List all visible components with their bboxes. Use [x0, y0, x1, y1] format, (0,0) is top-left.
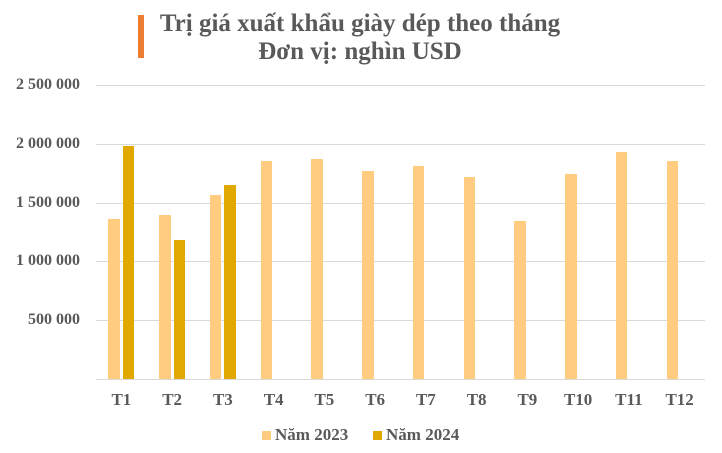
gridline	[96, 85, 705, 86]
x-axis-label-t5: T5	[314, 390, 335, 409]
gridline	[96, 261, 705, 262]
bar-t3-2024	[224, 185, 236, 379]
legend-swatch-icon	[262, 430, 271, 440]
bar-t5-2023	[311, 158, 323, 379]
y-axis-tick-label: 500 000	[28, 311, 80, 328]
gridline	[96, 144, 705, 145]
bar-t11-2023	[615, 151, 628, 379]
x-axis-label-t9: T9	[517, 390, 538, 409]
bar-t3-2023	[209, 194, 222, 379]
bar-t2-2024	[173, 240, 186, 379]
bar-t4-2023	[260, 160, 273, 379]
x-axis-label-t11: T11	[615, 390, 643, 409]
gridline	[96, 320, 705, 321]
title-line-2: Đơn vị: nghìn USD	[258, 38, 462, 65]
y-axis-tick-label: 2 000 000	[16, 135, 80, 152]
bar-t1-2023	[108, 218, 120, 379]
x-axis-label-t4: T4	[263, 390, 284, 409]
y-axis-tick-label: 2 500 000	[16, 76, 80, 93]
y-axis-tick-label: 1 500 000	[16, 194, 80, 211]
bar-t2-2023	[159, 214, 171, 379]
chart-title: Trị giá xuất khẩu giày dép theo tháng Đơ…	[150, 10, 570, 66]
title-line-1: Trị giá xuất khẩu giày dép theo tháng	[159, 10, 561, 37]
bar-t7-2023	[412, 165, 425, 379]
title-accent-bar	[138, 15, 144, 58]
bar-t6-2023	[362, 170, 374, 379]
legend-item-2023[interactable]: Năm 2023	[262, 425, 348, 445]
x-axis-label-t6: T6	[365, 390, 386, 409]
x-axis-label-t3: T3	[212, 390, 233, 409]
bar-t1-2024	[122, 146, 135, 379]
legend-swatch-icon	[373, 430, 382, 440]
bar-t12-2023	[666, 160, 679, 379]
x-axis-label-t2: T2	[162, 390, 183, 409]
legend-label: Năm 2023	[275, 425, 349, 444]
bar-t8-2023	[463, 176, 476, 379]
x-axis-label-t8: T8	[466, 390, 487, 409]
x-axis-label-t10: T10	[563, 390, 593, 409]
x-axis-baseline	[96, 379, 705, 380]
x-axis-label-t12: T12	[665, 390, 694, 409]
gridline	[96, 203, 705, 204]
bar-t9-2023	[514, 221, 526, 379]
legend: Năm 2023 Năm 2024	[0, 425, 722, 445]
y-axis-tick-label: 1 000 000	[16, 252, 80, 269]
legend-item-2024[interactable]: Năm 2024	[373, 425, 459, 445]
x-axis-label-t7: T7	[415, 390, 436, 409]
legend-label: Năm 2024	[386, 425, 460, 444]
x-axis-label-t1: T1	[111, 390, 132, 409]
bar-t10-2023	[565, 173, 577, 379]
